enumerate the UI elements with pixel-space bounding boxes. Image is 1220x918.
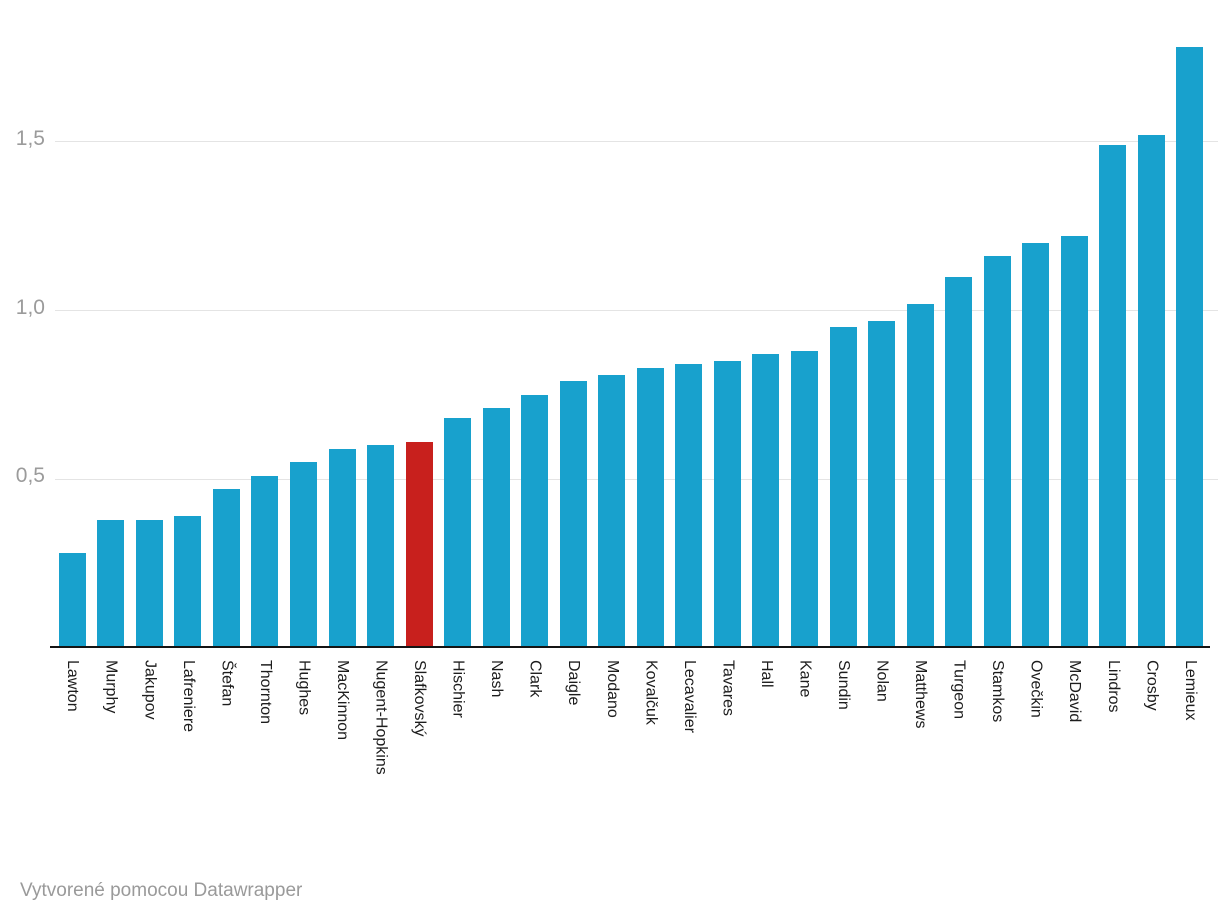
- x-axis-label: Daigle: [565, 660, 583, 706]
- x-axis-label: Lafreniere: [179, 660, 197, 733]
- x-axis-label: Lecavalier: [680, 660, 698, 733]
- x-axis-label: Nash: [488, 660, 506, 698]
- bar[interactable]: [328, 449, 356, 648]
- bar[interactable]: [1022, 243, 1050, 648]
- x-axis-label: Ovečkin: [1027, 660, 1045, 718]
- x-axis-label: Turgeon: [950, 660, 968, 719]
- gridline: [55, 141, 1218, 143]
- bar[interactable]: [675, 364, 703, 648]
- x-axis-label: Kane: [796, 660, 814, 698]
- bar[interactable]: [906, 304, 934, 648]
- x-axis-label: Lemieux: [1181, 660, 1199, 721]
- bar[interactable]: [829, 327, 857, 648]
- bar[interactable]: [444, 418, 472, 648]
- x-axis-label: Tavares: [719, 660, 737, 717]
- bar-highlighted[interactable]: [405, 442, 433, 648]
- x-axis-label: Hischier: [449, 660, 467, 718]
- bar[interactable]: [212, 489, 240, 648]
- x-axis-label: Clark: [526, 660, 544, 698]
- bar[interactable]: [945, 277, 973, 648]
- gridline: [55, 478, 1218, 480]
- y-tick-label: 1,5: [15, 126, 45, 150]
- x-axis-label: Štefan: [218, 660, 236, 707]
- bar[interactable]: [636, 368, 664, 648]
- bar[interactable]: [983, 256, 1011, 648]
- datawrapper-attribution: Vytvorené pomocou Datawrapper: [20, 880, 303, 901]
- y-tick-label: 1,0: [15, 295, 45, 319]
- bar[interactable]: [1176, 47, 1204, 648]
- x-axis-label: Sundin: [835, 660, 852, 710]
- x-axis-label: Lawton: [64, 660, 82, 712]
- bar[interactable]: [97, 520, 125, 648]
- x-axis-label: Nolan: [873, 660, 891, 702]
- x-axis-label: McDavid: [1066, 660, 1084, 723]
- x-axis-label: Stamkos: [989, 660, 1007, 723]
- bar[interactable]: [135, 520, 163, 648]
- y-tick-label: 0,5: [15, 464, 45, 488]
- bar[interactable]: [713, 361, 741, 648]
- bar[interactable]: [58, 553, 86, 648]
- x-axis-label: Nugent-Hopkins: [372, 660, 390, 775]
- x-axis-label: Jakupov: [141, 660, 159, 720]
- gridline: [55, 310, 1218, 311]
- x-axis-label: Lindros: [1104, 660, 1122, 713]
- bar[interactable]: [868, 321, 895, 648]
- bar[interactable]: [1060, 236, 1088, 648]
- x-axis-label: Modano: [603, 660, 621, 718]
- x-axis-label: MacKinnon: [334, 660, 351, 741]
- bar[interactable]: [598, 375, 626, 648]
- bar[interactable]: [174, 516, 202, 648]
- x-axis-label: Matthews: [912, 660, 930, 729]
- bar[interactable]: [251, 476, 279, 648]
- x-axis-label: Thornton: [256, 660, 274, 725]
- bar[interactable]: [752, 354, 780, 648]
- bar[interactable]: [521, 395, 549, 648]
- bar[interactable]: [1137, 135, 1165, 648]
- x-axis-label: Murphy: [102, 660, 120, 714]
- bar[interactable]: [559, 381, 587, 648]
- x-axis-label: Crosby: [1143, 660, 1161, 711]
- bar[interactable]: [791, 351, 818, 648]
- x-axis-label: Slafkovský: [411, 660, 429, 737]
- bar[interactable]: [289, 462, 317, 648]
- bar[interactable]: [367, 445, 394, 648]
- bar[interactable]: [1099, 145, 1127, 648]
- x-axis-line: [50, 646, 1210, 648]
- bar[interactable]: [482, 408, 510, 648]
- x-axis-label: Hughes: [295, 660, 313, 716]
- x-axis-label: Hall: [757, 660, 775, 688]
- x-axis-label: Kovalčuk: [642, 660, 660, 725]
